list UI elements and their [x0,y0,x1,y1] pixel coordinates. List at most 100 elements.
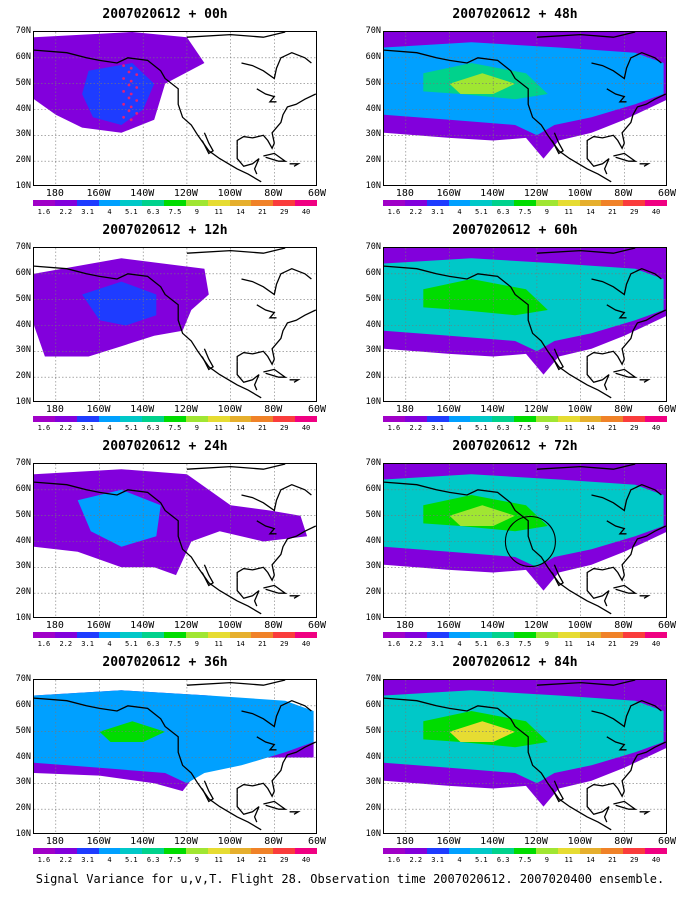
colorbar-swatch [448,632,471,638]
panel-title: 2007020612 + 60h [452,223,578,238]
colorbar [33,200,317,206]
coastline [263,800,288,810]
colorbar-swatch [54,200,77,206]
colorbar-swatch [535,848,558,854]
colorbar-swatch [229,416,252,422]
variance-map [34,248,316,401]
colorbar-swatch [295,416,317,422]
lon-label: 60W [657,404,677,415]
colorbar-label: 2.2 [409,208,423,216]
colorbar-swatch [448,416,471,422]
colorbar-swatch [404,416,427,422]
lon-label: 140W [480,836,505,847]
colorbar-swatch [623,200,646,206]
lon-label: 80W [614,188,633,199]
colorbar-label: 6.3 [496,424,510,432]
colorbar-swatch [535,632,558,638]
map-panel-36h: 2007020612 + 36h 70N 60N 50N 40N 30N 20N 10N 180… [0,648,330,864]
observation-point [122,64,125,67]
lat-label: 70N [365,458,381,468]
panel-title: 2007020612 + 00h [102,7,228,22]
colorbar-swatch [470,200,493,206]
coastline [241,483,312,512]
lon-label: 80W [614,836,633,847]
colorbar-label: 1.6 [387,208,401,216]
coastline [201,564,214,587]
colorbar-swatch [645,416,667,422]
lat-label: 50N [15,725,31,736]
colorbar-swatch [383,848,405,854]
lat-label: 70N [15,674,31,684]
lat-label: 70N [15,26,31,36]
map-area [33,463,317,618]
lat-label: 30N [365,345,381,356]
lon-label: 160W [436,404,461,415]
colorbar-label: 21 [258,208,267,216]
colorbar-swatch [514,200,536,206]
variance-map [34,464,316,617]
colorbar-label: 3.1 [81,640,94,648]
colorbar-swatch [164,632,186,638]
lat-label: 30N [15,777,31,788]
colorbar-label: 9 [544,856,549,864]
colorbar-swatch [229,200,252,206]
colorbar-swatch [601,848,624,854]
coastline [201,348,214,371]
colorbar-swatch [33,416,55,422]
coastline [639,163,651,167]
colorbar-label: 1.6 [387,424,401,432]
colorbar-label: 3.1 [431,856,444,864]
colorbar-label: 6.3 [496,208,510,216]
coastline [606,304,627,319]
lat-label: 20N [15,803,31,814]
coastline [289,379,301,383]
observation-point [135,86,139,89]
lat-label: 30N [365,561,381,572]
colorbar-label: 3.1 [431,424,444,432]
coastline [536,464,636,470]
colorbar-swatch [295,200,317,206]
figure-caption: Signal Variance for u,v,T. Flight 28. Ob… [35,872,665,886]
colorbar-label: 21 [258,856,267,864]
colorbar-swatch [557,632,580,638]
colorbar-label: 2.2 [409,640,423,648]
lat-label: 30N [365,129,381,140]
colorbar-swatch [601,416,624,422]
colorbar-swatch [645,632,667,638]
lon-label: 60W [307,188,327,199]
panel-title: 2007020612 + 24h [102,439,228,454]
lon-label: 80W [614,620,633,631]
lon-label: 60W [657,836,677,847]
observation-point [127,70,131,74]
lat-label: 40N [365,103,381,114]
lat-label: 70N [15,242,31,252]
colorbar-swatch [273,848,296,854]
coastline [236,309,316,366]
colorbar-label: 7.5 [168,424,182,432]
colorbar-label: 29 [280,856,289,864]
coastline [591,51,662,80]
colorbar-label: 4 [107,856,112,864]
lon-label: 120W [173,620,198,631]
lat-label: 30N [15,561,31,572]
colorbar-swatch [404,632,427,638]
lat-label: 60N [15,267,31,278]
coastline [639,379,651,383]
colorbar-swatch [579,200,602,206]
colorbar-label: 21 [258,424,267,432]
observation-point [122,115,125,119]
colorbar-label: 7.5 [518,208,532,216]
colorbar-label: 11 [214,856,223,864]
colorbar-swatch [185,200,208,206]
colorbar-label: 14 [236,208,245,216]
lat-label: 60N [15,483,31,494]
colorbar-swatch [98,848,121,854]
coastline [591,483,662,512]
colorbar-swatch [76,416,99,422]
colorbar-label: 5.1 [124,208,138,216]
panel-title: 2007020612 + 72h [452,439,578,454]
colorbar-label: 1.6 [37,208,51,216]
coastline [613,368,638,378]
colorbar-swatch [623,416,646,422]
colorbar-swatch [601,632,624,638]
